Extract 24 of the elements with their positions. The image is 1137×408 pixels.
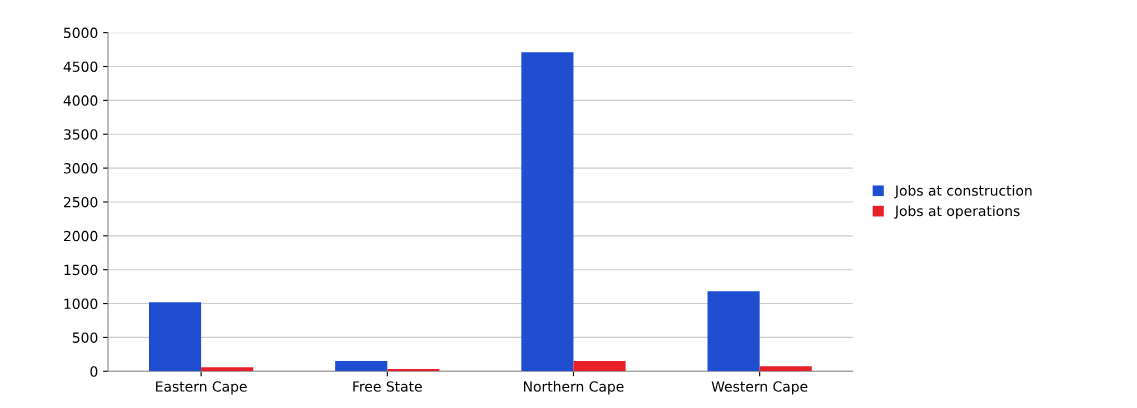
y-tick-label: 5000 — [64, 27, 98, 39]
x-tick-label: Free State — [353, 381, 422, 392]
y-tick-label: 4500 — [63, 61, 98, 72]
y-tick-label: 1500 — [64, 264, 98, 276]
legend-label: Jobs at construction — [894, 185, 1032, 199]
bar — [201, 367, 254, 372]
bar — [759, 366, 812, 372]
y-tick-label: 0 — [90, 366, 98, 377]
y-tick-label: 3000 — [64, 163, 98, 174]
legend-label: Jobs at operations — [894, 205, 1020, 219]
x-tick-label: Western Cape — [711, 381, 808, 395]
y-tick-label: 1000 — [64, 298, 98, 310]
bar — [521, 52, 574, 372]
x-tick-label: Eastern Cape — [156, 381, 247, 395]
bar — [573, 361, 626, 372]
y-tick-label: 2000 — [63, 230, 98, 242]
y-tick-label: 3500 — [64, 129, 98, 140]
bar — [335, 361, 388, 372]
y-tick-label: 500 — [72, 332, 98, 343]
bar — [707, 291, 760, 372]
y-tick-label: 2500 — [63, 196, 98, 208]
y-tick-label: 4000 — [63, 95, 98, 106]
x-tick-label: Northern Cape — [524, 381, 624, 395]
bar — [148, 302, 202, 372]
